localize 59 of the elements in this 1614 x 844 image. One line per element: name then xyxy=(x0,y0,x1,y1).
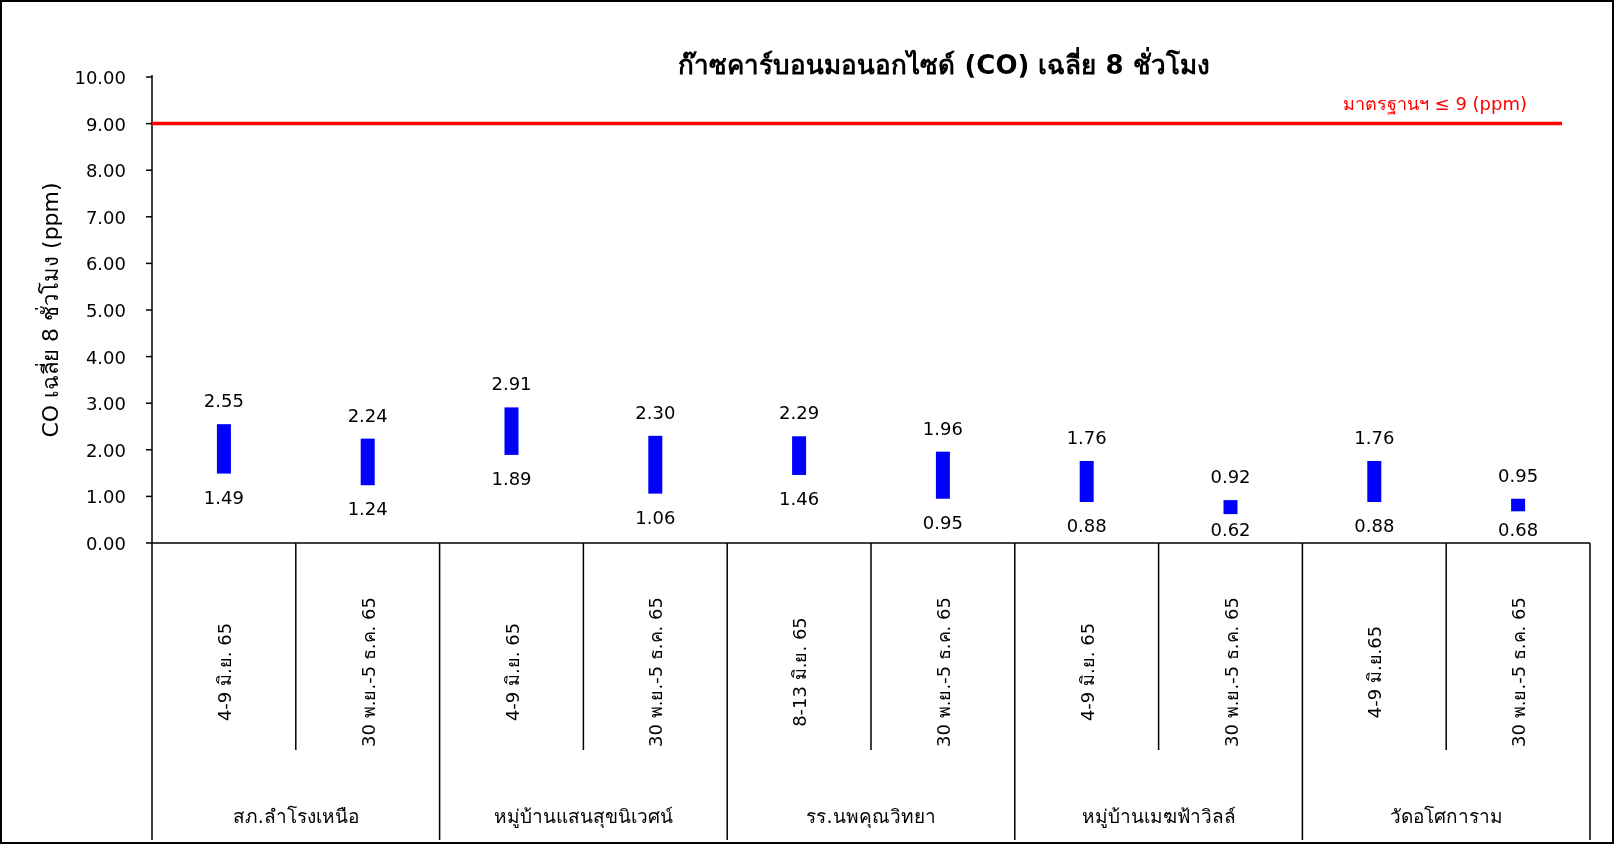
data-label: 2.91 xyxy=(491,373,532,395)
data-label: 0.92 xyxy=(1210,466,1251,488)
y-tick-label: 5.00 xyxy=(85,300,126,321)
annotation: 0.95 xyxy=(922,511,963,533)
bar xyxy=(1511,498,1526,512)
data-label: 1.76 xyxy=(1354,426,1395,448)
bar xyxy=(216,424,231,474)
annotation: 0.62 xyxy=(1210,519,1251,540)
bar xyxy=(360,438,375,486)
bar xyxy=(1223,500,1238,515)
y-tick-label: 0.00 xyxy=(85,533,126,554)
y-tick-label: 2.00 xyxy=(85,439,126,461)
x-tick-label: 4-9 มิ.ย. 65 xyxy=(213,622,235,722)
annotation: 1.89 xyxy=(491,467,532,489)
y-tick-label: 1.00 xyxy=(85,486,126,508)
annotation: 1.49 xyxy=(203,486,244,508)
bar xyxy=(935,451,950,499)
ref-line-label: มาตรฐานฯ ≤ 9 (ppm) xyxy=(1342,92,1527,115)
annotation: 0.68 xyxy=(1498,519,1539,540)
x-tick-label: 8-13 มิ.ย. 65 xyxy=(789,617,811,727)
y-tick-label: 6.00 xyxy=(85,253,126,275)
x-tick-label: 30 พ.ย.-5 ธ.ค. 65 xyxy=(1508,597,1530,747)
x-tick-label: 30 พ.ย.-5 ธ.ค. 65 xyxy=(645,597,667,747)
bar xyxy=(504,407,519,455)
annotation: 1.24 xyxy=(347,498,388,520)
text: หมู่บ้านเมฆฟ้าวิลล์ xyxy=(1081,805,1236,828)
y-tick-label: 3.00 xyxy=(85,393,126,415)
annotation: 0.88 xyxy=(1354,514,1395,536)
data-label: 2.55 xyxy=(203,390,244,412)
bar xyxy=(648,435,663,494)
data-label: 2.30 xyxy=(635,401,676,423)
y-tick-label: 9.00 xyxy=(85,113,126,135)
y-tick-label: 10.00 xyxy=(74,67,126,88)
x-tick-label: 4-9 มิ.ย.65 xyxy=(1364,625,1386,719)
x-tick-label: 30 พ.ย.-5 ธ.ค. 65 xyxy=(1220,597,1242,747)
x-tick-label: 30 พ.ย.-5 ธ.ค. 65 xyxy=(932,597,954,747)
text: รร.นพคุณวิทยา xyxy=(806,805,936,829)
annotation: 1.46 xyxy=(779,487,820,509)
data-label: 2.29 xyxy=(779,402,820,424)
y-tick-label: 8.00 xyxy=(85,160,126,182)
y-tick-label: 4.00 xyxy=(85,346,126,368)
data-label: 1.76 xyxy=(1066,426,1107,448)
data-label: 1.96 xyxy=(922,417,963,439)
chart-title: ก๊าซคาร์บอนมอนอกไซด์ (CO) เฉลี่ย 8 ชั่วโมง xyxy=(678,46,1210,80)
bar xyxy=(792,436,807,475)
annotation: 1.06 xyxy=(635,506,676,528)
data-label: 0.95 xyxy=(1498,464,1539,486)
x-tick-label: 30 พ.ย.-5 ธ.ค. 65 xyxy=(357,597,379,747)
text: หมู่บ้านแสนสุขนิเวศน์ xyxy=(493,805,673,829)
text: สภ.ลำโรงเหนือ xyxy=(232,805,359,827)
y-tick-label: 7.00 xyxy=(85,206,126,228)
data-label: 2.24 xyxy=(347,404,388,426)
x-tick-label: 4-9 มิ.ย. 65 xyxy=(501,622,523,722)
text: วัดอโศการาม xyxy=(1389,805,1503,827)
bar xyxy=(1367,460,1382,502)
bar xyxy=(1079,460,1094,502)
x-tick-label: 4-9 มิ.ย. 65 xyxy=(1076,622,1098,722)
y-axis-title: CO เฉลี่ย 8 ชั่วโมง (ppm) xyxy=(35,182,63,438)
annotation: 0.88 xyxy=(1066,514,1107,536)
